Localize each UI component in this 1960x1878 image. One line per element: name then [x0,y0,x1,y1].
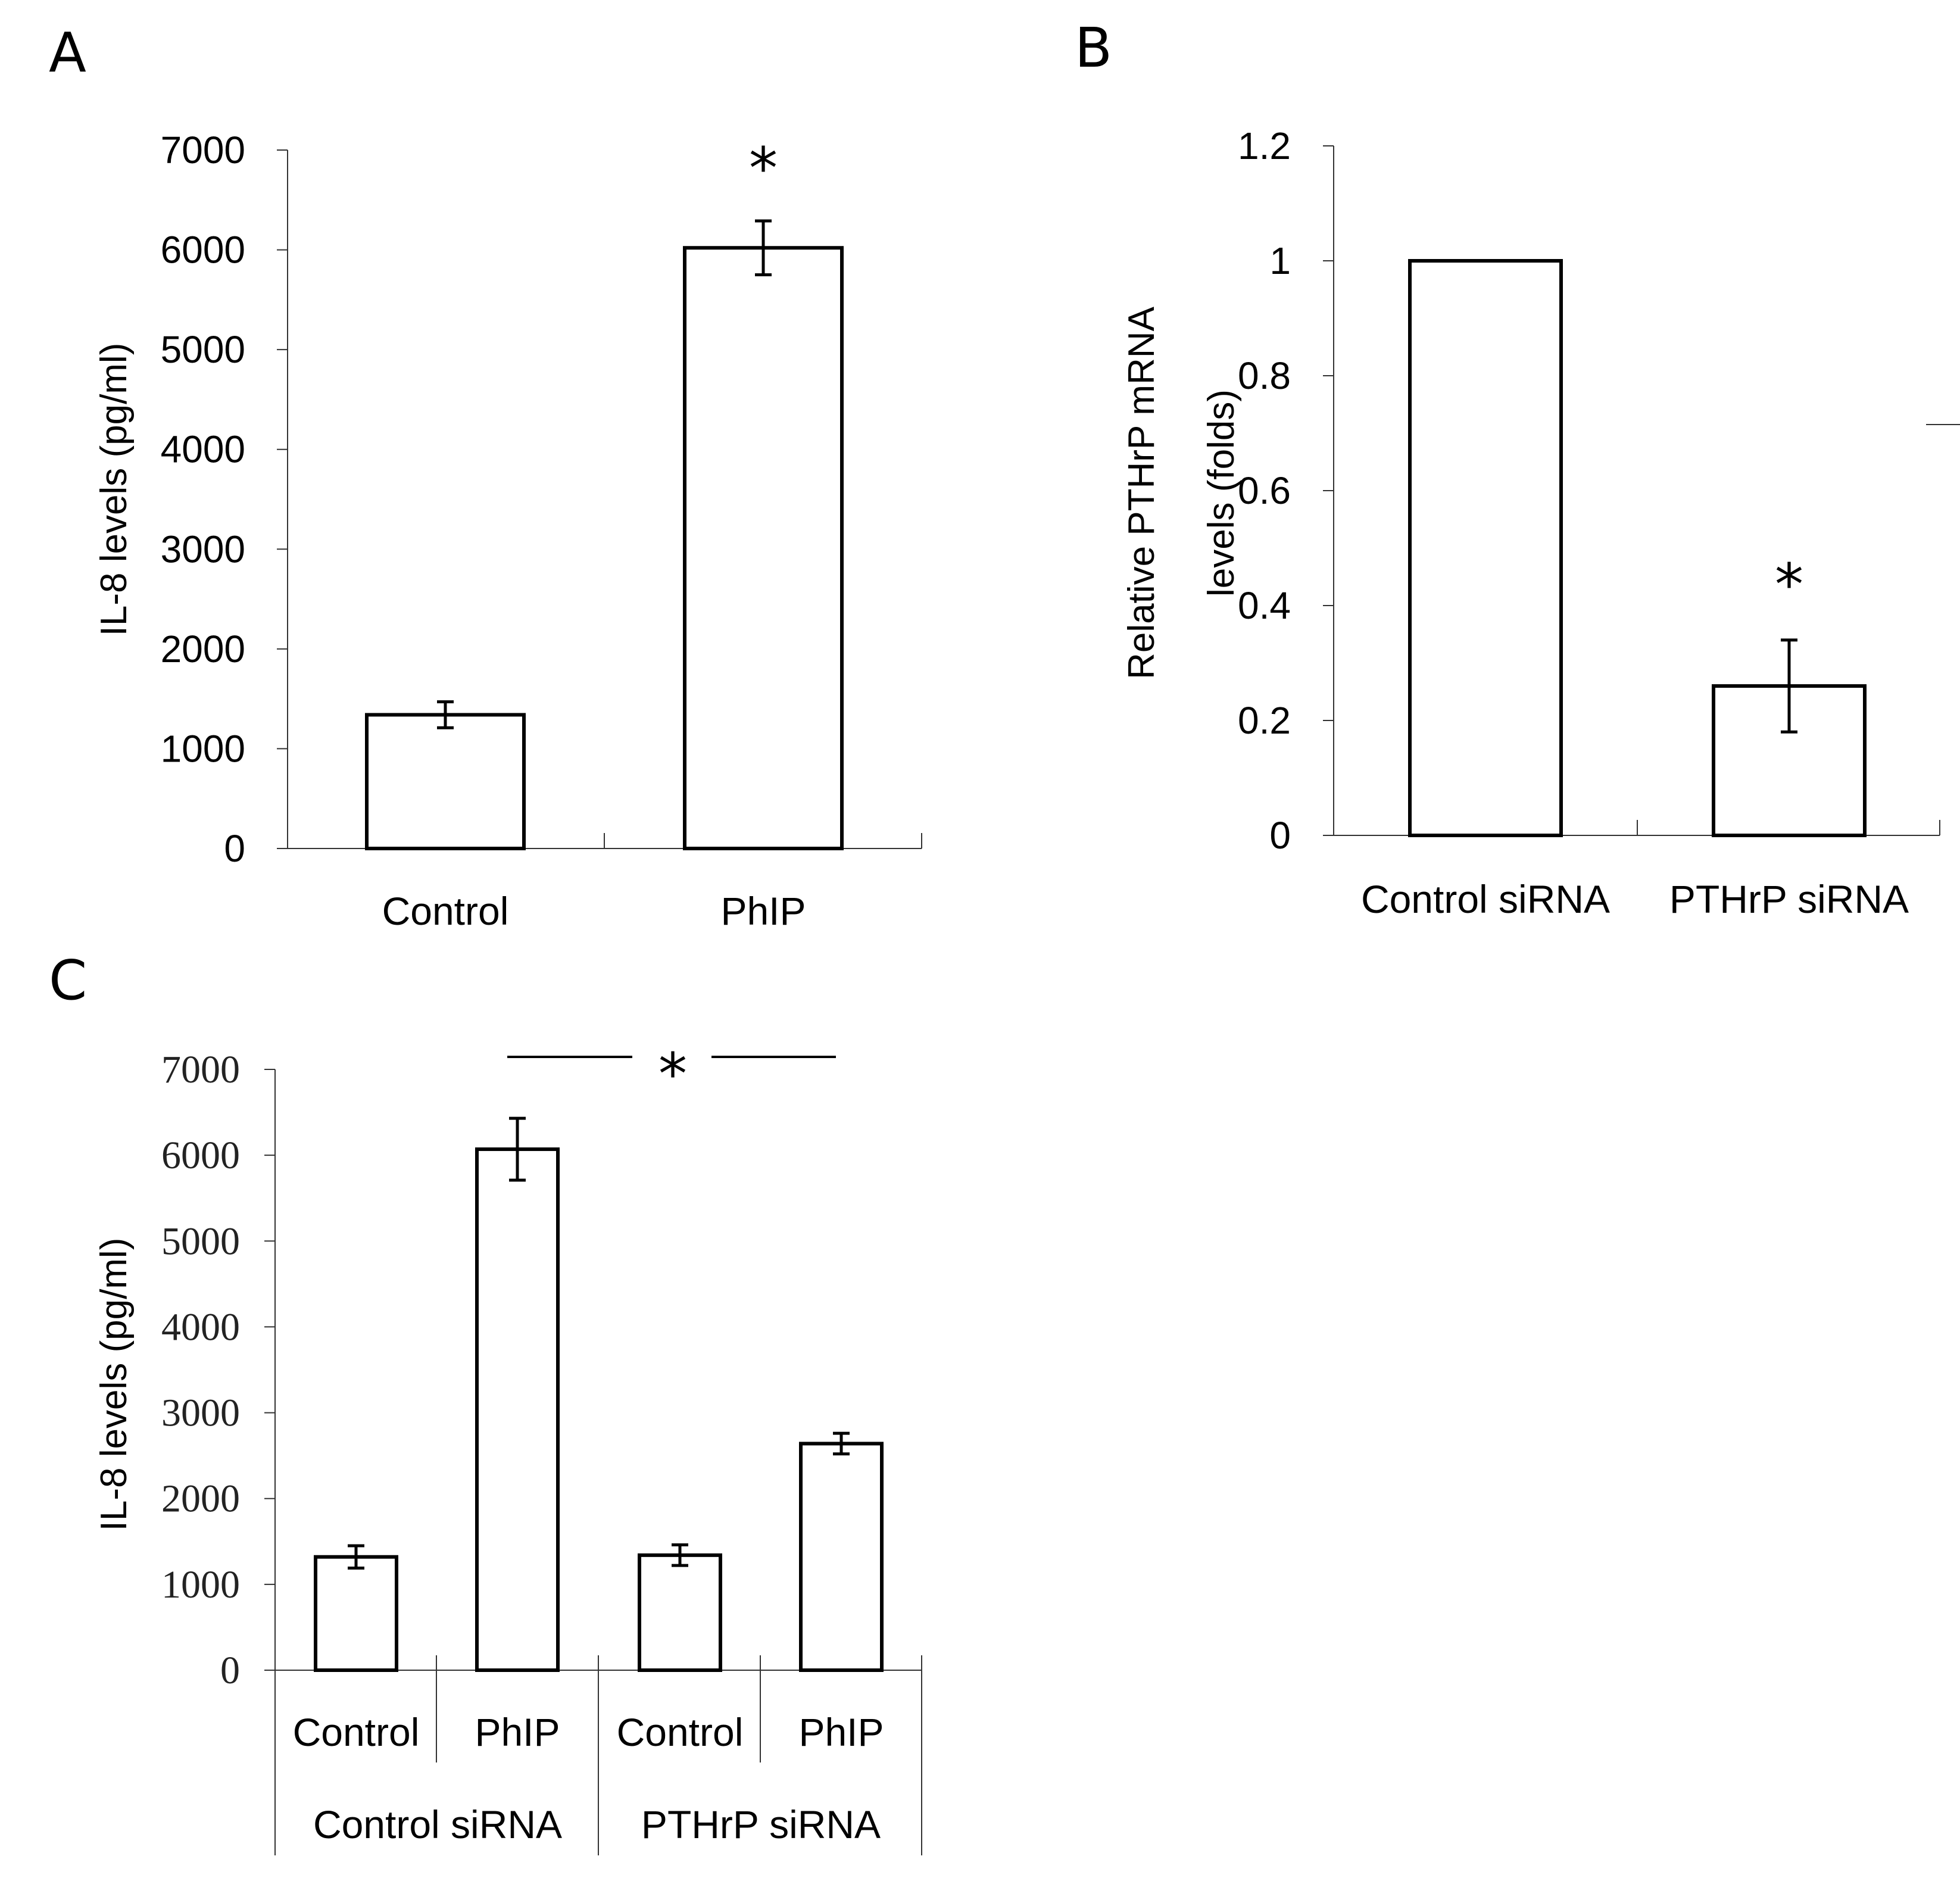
chart-c-bar-1 [314,1555,398,1673]
chart-c-group-label: Control siRNA [313,1802,562,1846]
chart-c-ytick-label: 7000 [161,1048,240,1091]
chart-a-ytick-label: 1000 [161,727,245,770]
chart-b-ytick-label: 0 [1269,814,1291,857]
chart-b-ytick-label: 1 [1269,239,1291,282]
chart-b-significance-star: * [1775,551,1803,618]
chart-c-error-bar-3 [672,1543,688,1567]
chart-c-category-label: Control [293,1710,420,1754]
chart-c-bar-4 [799,1442,884,1673]
chart-c-bar-2 [475,1147,560,1672]
panel-label-a: A [49,21,86,85]
chart-a-ytick-label: 2000 [161,628,245,670]
chart-b-y-axis-title-line1: Relative PTHrP mRNA [1121,306,1162,679]
chart-c-category-label: PhIP [475,1710,560,1754]
chart-b-category-label: Control siRNA [1361,877,1610,921]
chart-a-significance-star: * [749,135,778,202]
chart-b-ytick-label: 0.2 [1238,699,1291,742]
chart-c-ytick-label: 5000 [161,1219,240,1263]
chart-c-error-bar-2 [509,1116,526,1182]
chart-c-ytick-label: 6000 [161,1134,240,1177]
chart-c-group-label: PTHrP siRNA [641,1802,881,1846]
chart-b-category-label: PTHrP siRNA [1669,877,1909,921]
chart-b-bar-1 [1408,259,1563,837]
chart-b-ytick-label: 1.2 [1238,124,1291,167]
chart-a-error-bar-1 [437,700,454,729]
chart-b: 0 0.2 0.4 0.6 0.8 1 1.2 * Control siRNA PTHrP s… [1121,124,1960,921]
chart-c-ytick-label: 1000 [161,1563,240,1606]
chart-c: 0 1000 2000 3000 4000 5000 6000 7000 Control PhI… [93,1041,922,1855]
chart-a-ytick-label: 6000 [161,229,245,272]
chart-b-ytick-label: 0.8 [1238,354,1291,397]
chart-c-ytick-label: 0 [220,1649,240,1692]
chart-a-bar-1 [365,713,526,851]
chart-c-ytick-label: 3000 [161,1392,240,1435]
chart-c-category-label: PhIP [798,1710,884,1754]
chart-a-bar-2 [683,246,844,851]
panel-label-c: C [49,949,87,1012]
chart-b-error-bar-2 [1781,638,1797,734]
chart-c-ytick-label: 2000 [161,1477,240,1521]
chart-a-error-bar-2 [755,219,772,276]
chart-b-ytick-label: 0.6 [1238,469,1291,512]
chart-a-ytick-label: 7000 [161,129,245,171]
chart-a-category-label: PhIP [720,889,806,933]
chart-c-error-bar-1 [348,1544,364,1570]
chart-c-bar-3 [638,1553,722,1673]
chart-a: 0 1000 2000 3000 4000 5000 6000 7000 * Control P… [93,129,922,933]
chart-a-ytick-label: 0 [224,827,245,870]
chart-c-error-bar-4 [833,1431,850,1456]
chart-a-category-label: Control [382,889,509,933]
chart-a-ytick-label: 3000 [161,528,245,570]
chart-b-ytick-label: 0.4 [1238,584,1291,627]
chart-c-category-label: Control [617,1710,744,1754]
panel-label-b: B [1075,16,1112,80]
chart-a-ytick-label: 5000 [161,328,245,371]
chart-c-ytick-label: 4000 [161,1305,240,1349]
chart-a-ytick-label: 4000 [161,428,245,471]
chart-b-y-axis-title-line2: levels (folds) [1201,389,1242,597]
chart-c-significance-star: * [658,1041,687,1108]
chart-c-y-axis-title: IL-8 levels (pg/ml) [93,1238,135,1531]
chart-a-y-axis-title: IL-8 levels (pg/ml) [93,343,135,637]
